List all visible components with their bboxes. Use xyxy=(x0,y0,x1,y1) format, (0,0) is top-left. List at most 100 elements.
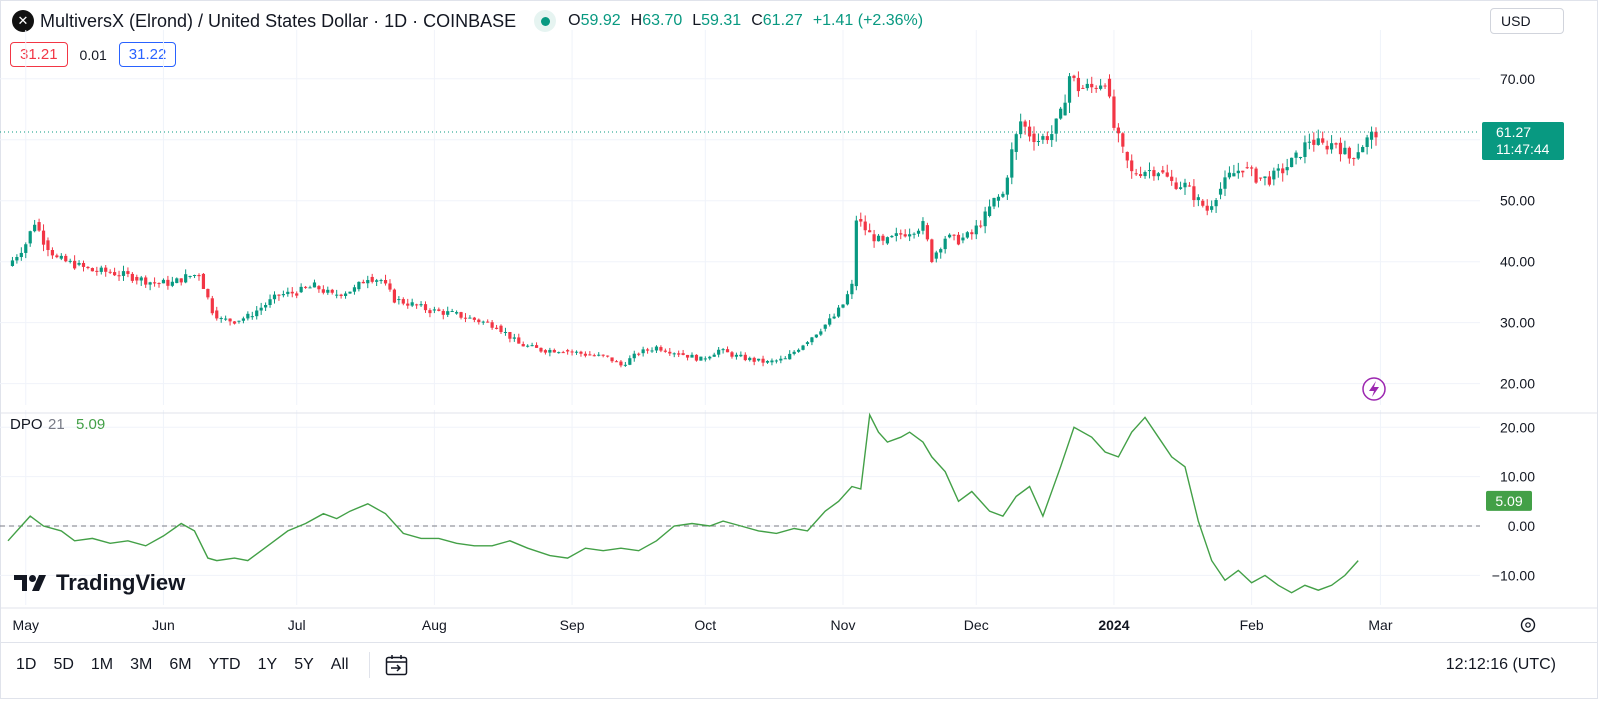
ohlc-close: C61.27 xyxy=(751,12,803,29)
candle-body xyxy=(1307,141,1311,143)
candle-body xyxy=(415,304,419,306)
timeframe-1d[interactable]: 1D xyxy=(16,656,37,673)
candle-body xyxy=(1063,102,1067,116)
candle-body xyxy=(1303,142,1307,157)
candle-body xyxy=(335,294,339,296)
price-axis-tick: 70.00 xyxy=(1500,71,1535,87)
timeframe-6m[interactable]: 6M xyxy=(169,656,192,673)
utc-clock[interactable]: 12:12:16 (UTC) xyxy=(1445,656,1556,673)
dpo-axis-tick: 10.00 xyxy=(1500,469,1535,485)
timeframe-5y[interactable]: 5Y xyxy=(294,656,314,673)
candle-body xyxy=(375,280,379,282)
dpo-value-tag-label: 5.09 xyxy=(1495,493,1522,509)
candle-body xyxy=(1312,139,1316,145)
candle-body xyxy=(161,279,166,284)
candle-body xyxy=(685,354,690,358)
candle-body xyxy=(641,349,645,354)
candle-body xyxy=(872,234,876,242)
candle-body xyxy=(1174,182,1178,189)
candle-body xyxy=(1125,151,1129,161)
candle-body xyxy=(1085,83,1089,89)
symbol-title[interactable]: MultiversX (Elrond) / United States Doll… xyxy=(40,10,517,31)
time-axis-label: Sep xyxy=(560,617,585,633)
candle-body xyxy=(508,331,512,339)
last-price-tag xyxy=(1482,122,1564,161)
candle-body xyxy=(828,318,832,325)
candle-body xyxy=(406,303,410,306)
date-range-button[interactable] xyxy=(384,652,410,678)
candle-body xyxy=(841,304,845,308)
candle-body xyxy=(135,276,139,281)
candle-body xyxy=(277,294,281,296)
candle-body xyxy=(934,252,938,259)
price-axis-tick: 30.00 xyxy=(1500,315,1535,331)
candle-body xyxy=(956,234,961,245)
watermark-text: TradingView xyxy=(56,570,186,595)
candle-body xyxy=(392,289,397,303)
price-axis-tick: 20.00 xyxy=(1500,376,1535,392)
candle-body xyxy=(614,361,619,363)
candle-body xyxy=(437,309,441,311)
time-axis-label: Nov xyxy=(831,617,856,633)
candle-body xyxy=(654,346,659,351)
candle-body xyxy=(739,354,743,357)
candle-body xyxy=(1032,133,1036,143)
candle-body xyxy=(623,364,627,366)
candle-body xyxy=(1152,170,1156,177)
candle-body xyxy=(659,347,663,351)
candle-body xyxy=(1036,141,1041,143)
dpo-axis-tick: −10.00 xyxy=(1492,567,1535,583)
timeframe-5d[interactable]: 5D xyxy=(53,656,74,673)
candle-body xyxy=(295,293,299,296)
candle-body xyxy=(419,304,423,306)
tradingview-logo-icon xyxy=(14,575,46,591)
candle-body xyxy=(814,334,818,338)
candle-body xyxy=(1134,173,1138,175)
timeframe-all[interactable]: All xyxy=(330,656,349,673)
timeframe-1y[interactable]: 1Y xyxy=(257,656,278,673)
candle-body xyxy=(930,239,934,263)
candle-body xyxy=(1019,121,1023,135)
candle-body xyxy=(37,222,41,231)
candle-body xyxy=(694,354,699,361)
candle-body xyxy=(1276,168,1280,171)
candle-body xyxy=(1369,131,1374,140)
candle-body xyxy=(1329,143,1334,150)
candle-body xyxy=(490,322,494,328)
candle-body xyxy=(1298,156,1303,159)
buy-button[interactable]: 31.22 xyxy=(118,42,177,67)
candle-body xyxy=(73,260,77,269)
timeframe-1m[interactable]: 1M xyxy=(90,656,114,673)
chart-svg[interactable]: 70.0060.0050.0040.0030.0020.0020.0010.00… xyxy=(0,0,1600,640)
candle-body xyxy=(108,271,112,273)
candle-body xyxy=(792,351,796,354)
candle-body xyxy=(761,358,765,363)
candle-body xyxy=(55,255,59,258)
candle-body xyxy=(232,321,237,324)
time-axis-label: Oct xyxy=(694,617,716,633)
candle-body xyxy=(526,345,530,347)
candle-body xyxy=(104,267,108,272)
candle-body xyxy=(974,225,978,235)
timeframe-3m[interactable]: 3M xyxy=(130,656,153,673)
candle-body xyxy=(241,318,246,321)
sell-button[interactable]: 31.21 xyxy=(10,42,68,67)
candle-body xyxy=(721,349,725,351)
candle-body xyxy=(250,316,254,318)
candle-body xyxy=(979,225,983,227)
currency-selector[interactable]: USD xyxy=(1490,8,1564,34)
timeframe-ytd[interactable]: YTD xyxy=(208,656,241,673)
candle-body xyxy=(33,224,37,232)
ohlc-low: L59.31 xyxy=(692,12,742,29)
candle-body xyxy=(148,282,152,285)
candle-body xyxy=(90,268,94,272)
candle-body xyxy=(1041,136,1045,140)
candle-body xyxy=(987,206,992,216)
candle-body xyxy=(348,291,352,294)
candle-body xyxy=(730,352,734,357)
candle-body xyxy=(175,278,179,284)
market-status-dot xyxy=(540,16,550,26)
market-status-icon[interactable] xyxy=(534,10,557,32)
candle-body xyxy=(1045,136,1049,141)
currency-label: USD xyxy=(1501,13,1531,29)
